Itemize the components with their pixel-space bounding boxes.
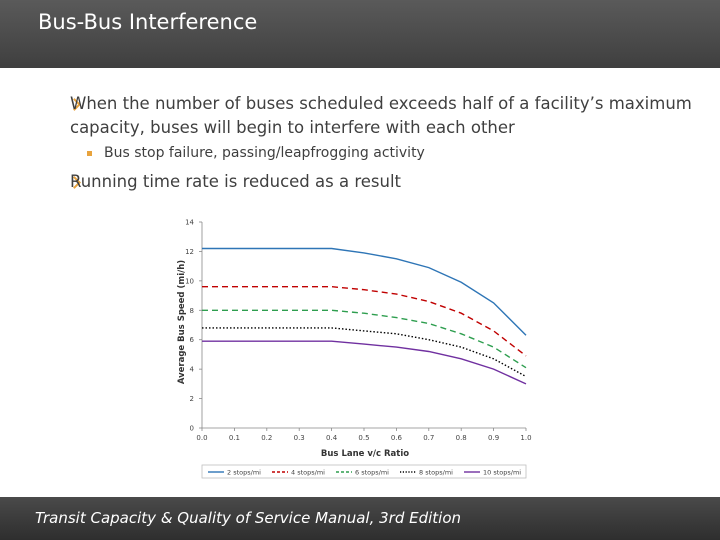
chart-ticks: 0 2 4 6 8 10 12 14 0.0 0.1 0.2 0.3 0.4 0.5 0.6 0.7 0.8 0.… (185, 219, 531, 443)
x-tick-label: 0.3 (294, 434, 305, 442)
y-tick-label: 0 (190, 425, 194, 433)
x-tick-label: 0.6 (391, 434, 403, 442)
y-tick-label: 4 (190, 366, 195, 374)
series-line-1 (202, 247, 527, 336)
bullet-1-line-2: capacity, buses will begin to interfere … (70, 118, 515, 137)
slide-title: Bus-Bus Interference (38, 10, 258, 34)
speed-chart-svg: 0 2 4 6 8 10 12 14 0.0 0.1 0.2 0.3 0.4 0.5 0.6 0.7 0.8 0.… (177, 219, 532, 479)
sub-bullet-1: Bus stop failure, passing/leapfrogging a… (104, 145, 425, 161)
series-line-2 (202, 285, 527, 357)
y-tick-label: 14 (185, 219, 194, 227)
x-tick-label: 0.2 (261, 434, 272, 442)
legend-label: 4 stops/mi (291, 469, 325, 477)
legend-label: 6 stops/mi (355, 469, 389, 477)
x-axis-label: Bus Lane v/c Ratio (321, 449, 409, 459)
bullet-2: Running time rate is reduced as a result (70, 172, 401, 191)
title-bar: Bus-Bus Interference (0, 0, 720, 68)
chart-legend: 2 stops/mi 4 stops/mi 6 stops/mi 8 stops/mi… (208, 469, 521, 477)
legend-label: 10 stops/mi (483, 469, 521, 477)
y-tick-label: 6 (190, 336, 195, 344)
y-tick-label: 2 (190, 395, 194, 403)
legend-label: 2 stops/mi (227, 469, 261, 477)
y-tick-label: 10 (185, 277, 194, 285)
x-tick-label: 0.4 (326, 434, 338, 442)
chart-lines (202, 247, 527, 385)
series-line-3 (202, 309, 527, 369)
footer-bar: Transit Capacity & Quality of Service Ma… (0, 497, 720, 540)
footer-citation: Transit Capacity & Quality of Service Ma… (35, 509, 462, 527)
series-line-5 (202, 340, 527, 385)
square-bullet-icon (87, 151, 92, 156)
x-tick-label: 0.1 (229, 434, 240, 442)
x-tick-label: 1.0 (520, 434, 531, 442)
series-line-4 (202, 327, 527, 378)
x-tick-label: 0.5 (358, 434, 369, 442)
x-tick-label: 0.9 (488, 434, 499, 442)
legend-label: 8 stops/mi (419, 469, 453, 477)
x-tick-label: 0.8 (456, 434, 467, 442)
bullet-1-line-1: When the number of buses scheduled excee… (70, 94, 692, 113)
speed-chart: 0 2 4 6 8 10 12 14 0.0 0.1 0.2 0.3 0.4 0.5 0.6 0.7 0.8 0.… (160, 210, 540, 485)
legend-box (201, 464, 527, 479)
y-tick-label: 8 (190, 307, 194, 315)
y-axis-label: Average Bus Speed (mi/h) (177, 260, 187, 384)
x-tick-label: 0.0 (196, 434, 207, 442)
x-tick-label: 0.7 (423, 434, 434, 442)
y-tick-label: 12 (185, 248, 194, 256)
